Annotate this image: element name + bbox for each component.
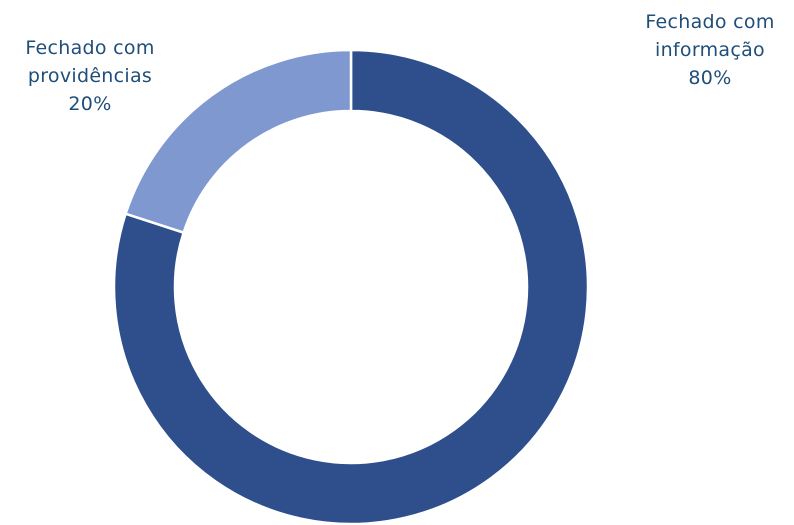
data-label-fechado-com-informacao: Fechado com informação 80% (580, 8, 794, 92)
data-label-value: 20% (68, 93, 112, 115)
data-label-line: Fechado com (645, 11, 775, 33)
data-label-line: providências (27, 65, 153, 87)
donut-slice-1 (124, 48, 353, 235)
data-label-line: informação (655, 39, 765, 61)
data-label-fechado-com-providencias: Fechado com providências 20% (0, 34, 220, 118)
donut-slice-0 (112, 48, 590, 525)
data-label-value: 80% (688, 67, 732, 89)
data-label-line: Fechado com (25, 37, 155, 59)
